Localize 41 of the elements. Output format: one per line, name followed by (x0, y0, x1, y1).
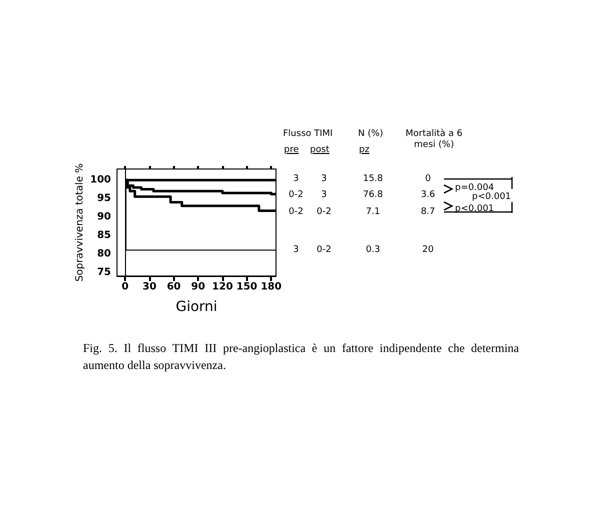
x-tick-label: 0 (122, 282, 129, 292)
text: 15.8 (362, 174, 384, 185)
text: N (%) (358, 129, 384, 140)
text: 20 (422, 245, 434, 256)
text: pre (284, 145, 299, 156)
text: p<0.001 (472, 192, 512, 203)
text: 0-2 (288, 207, 304, 218)
y-axis-title: Sopravvivenza totale % (74, 163, 86, 282)
y-tick-label: 95 (97, 193, 112, 204)
y-tick-label: 90 (97, 211, 112, 222)
y-tick-label: 75 (97, 266, 112, 278)
x-tick-label: 120 (212, 282, 233, 292)
text: 0-2 (288, 190, 304, 201)
text: 0-2 (316, 207, 332, 218)
text: 76.8 (362, 190, 384, 201)
y-tick-label: 80 (97, 248, 112, 260)
x-tick-label: 90 (191, 282, 206, 292)
text: 0-2 (316, 245, 332, 256)
x-tick-label: 150 (236, 282, 258, 292)
text: 8.7 (420, 207, 436, 218)
text: 3.6 (420, 190, 436, 201)
text: 0 (425, 174, 431, 185)
text: 3 (321, 174, 327, 185)
x-tick-label: 30 (142, 282, 156, 292)
text: 7.1 (366, 207, 380, 218)
x-axis-title: Giorni (176, 299, 218, 315)
text: p<0.001 (455, 204, 494, 215)
y-tick-label: 100 (90, 174, 112, 186)
text: pz (359, 145, 370, 156)
text: 3 (293, 245, 299, 256)
text: Flusso TIMI (283, 129, 333, 140)
text: 3 (293, 174, 299, 185)
text: p=0.004 (455, 183, 494, 193)
text: 3 (321, 190, 327, 201)
text: 0.3 (366, 245, 380, 256)
caption: Fig. 5. Il flusso TIMI III pre-angioplastica è un fattore indipendente che determina aumento della sopravvivenza. (83, 340, 519, 374)
x-tick-label: 60 (166, 282, 181, 292)
x-tick-label: 180 (260, 282, 282, 292)
text: post (310, 145, 330, 156)
y-tick-label: 85 (97, 230, 112, 241)
text: Mortalità a 6 mesi (%) (404, 129, 464, 151)
